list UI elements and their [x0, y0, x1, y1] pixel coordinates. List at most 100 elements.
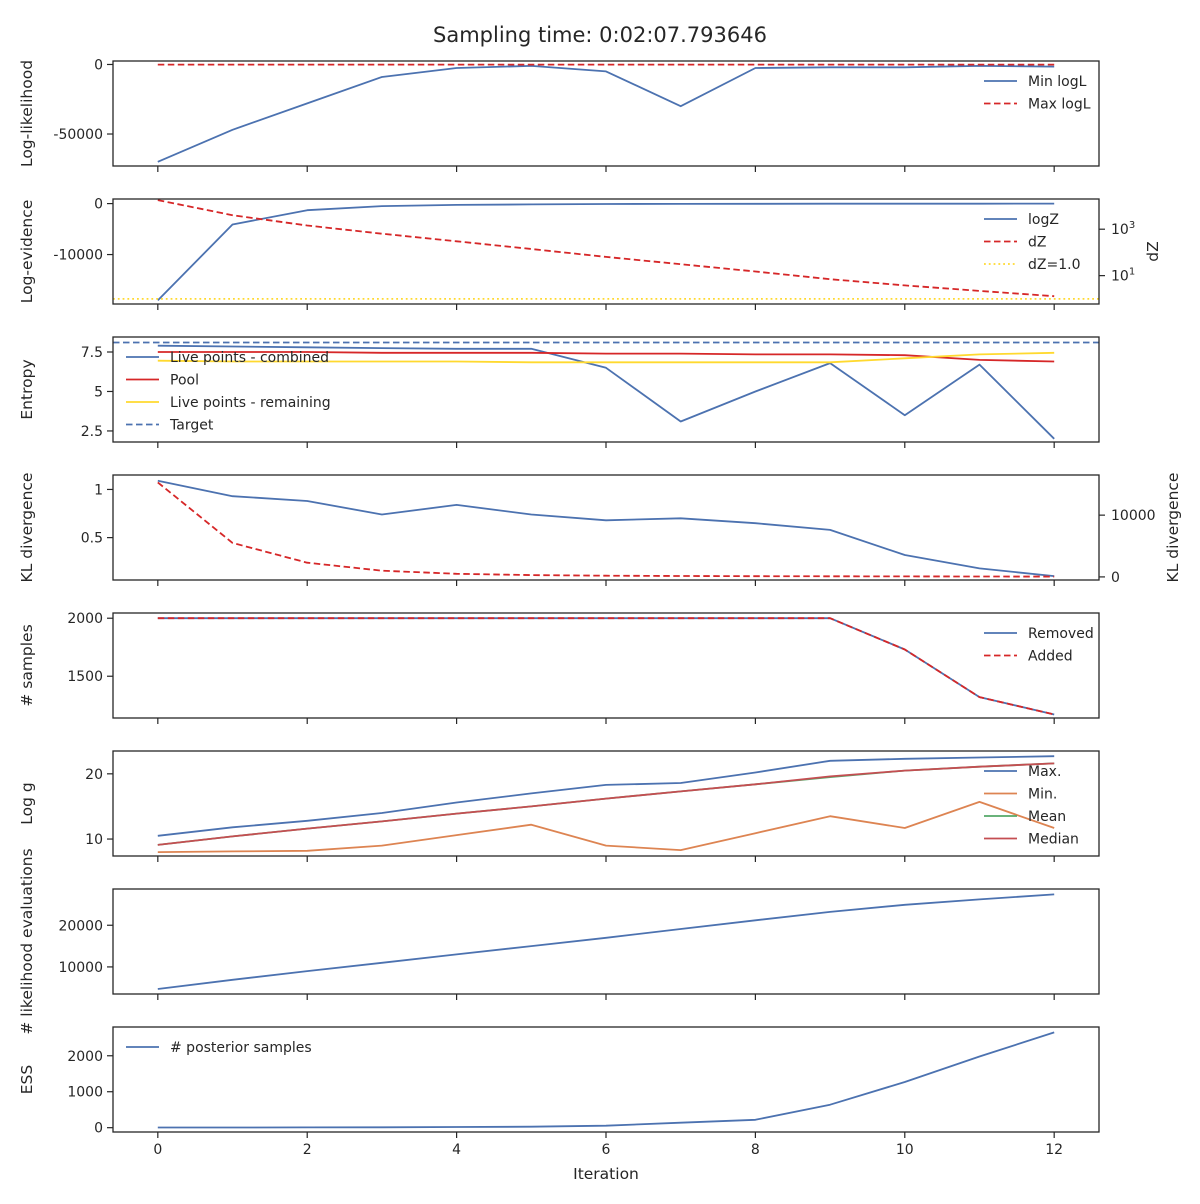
series-group: [157, 755, 1055, 853]
legend-label: Min.: [1028, 787, 1057, 803]
y-tick-label: 0: [94, 197, 103, 213]
series-line-1: [157, 1031, 1055, 1129]
y-axis-label: KL divergence: [18, 473, 36, 583]
legend: Removed Added: [984, 626, 1094, 665]
series-line-2: [157, 481, 1055, 578]
panel-8: 0 2 4 6 8 10 12 2000 1000 0 ESS # posterior samples: [18, 1026, 1100, 1158]
series-line-2: [157, 199, 1055, 298]
x-tick-label: 2: [303, 1142, 312, 1158]
y-axis-label: # likelihood evaluations: [18, 848, 36, 1034]
y-tick-label: 1500: [67, 669, 103, 685]
axes-frame: [112, 750, 1100, 857]
legend-label: Min logL: [1028, 74, 1087, 90]
y-tick-label: 1: [94, 482, 103, 498]
legend-label: Live points - remaining: [170, 395, 331, 411]
y-tick-label: 0: [94, 1121, 103, 1137]
y2-tick-label: 10000: [1111, 508, 1156, 524]
series-line-1: [157, 202, 1055, 302]
panel-6: 20 10 Log g Max. Min. Mean Median: [18, 750, 1100, 862]
series-group: [157, 893, 1055, 990]
y-tick-label: 10: [85, 832, 103, 848]
y-tick-label: 0: [94, 57, 103, 73]
y-axis-label: Log g: [18, 782, 36, 824]
y2-tick-label: 103: [1111, 220, 1135, 238]
x-tick-label: 6: [602, 1142, 611, 1158]
series-line-2: [157, 801, 1055, 853]
legend-label: Pool: [170, 373, 199, 389]
y2-tick-label: 0: [1111, 570, 1120, 586]
legend-label: dZ=1.0: [1028, 257, 1080, 273]
legend-label: Target: [169, 418, 214, 434]
y2-axis-label: dZ: [1144, 241, 1162, 261]
legend-label: Live points - combined: [170, 350, 329, 366]
panel-2: 0 -10000 103 101 Log-evidence dZ logZ dZ dZ=1.0: [18, 197, 1162, 310]
y-tick-label: 2000: [67, 1049, 103, 1065]
series-line-1: [157, 755, 1055, 837]
legend: # posterior samples: [126, 1040, 312, 1056]
y-tick-label: -50000: [53, 127, 103, 143]
y2-tick-label: 101: [1111, 267, 1135, 285]
x-tick-label: 0: [153, 1142, 162, 1158]
x-tick-label: 10: [896, 1142, 914, 1158]
axes-frame: [112, 474, 1100, 581]
y-tick-label: 20000: [58, 918, 103, 934]
x-tick-label: 4: [452, 1142, 461, 1158]
axes-frame: [112, 612, 1100, 719]
legend-label: Added: [1028, 649, 1073, 665]
series-line-3: [157, 762, 1055, 846]
y-tick-label: -10000: [53, 248, 103, 264]
series-group: [157, 63, 1055, 163]
panel-7: 20000 10000 # likelihood evaluations: [18, 848, 1100, 1035]
y-axis-label: Entropy: [18, 359, 36, 419]
y-tick-label: 1000: [67, 1085, 103, 1101]
legend: Live points - combined Pool Live points - …: [126, 350, 331, 434]
y-tick-label: 20: [85, 767, 103, 783]
legend-label: # posterior samples: [170, 1040, 312, 1056]
legend-label: Max logL: [1028, 97, 1091, 113]
series-line-3: [157, 351, 1055, 364]
series-line-1: [157, 617, 1055, 716]
legend: Min logL Max logL: [984, 74, 1091, 113]
series-group: [157, 479, 1055, 578]
legend-label: Median: [1028, 832, 1079, 848]
y2-axis-label: KL divergence: [1164, 473, 1182, 583]
axes-frame: [112, 888, 1100, 995]
y-tick-label: 2000: [67, 611, 103, 627]
legend-label: Mean: [1028, 809, 1066, 825]
legend-label: logZ: [1028, 212, 1059, 228]
legend: logZ dZ dZ=1.0: [984, 212, 1080, 273]
panel-4: 1 0.5 10000 0 KL divergence KL divergence: [18, 473, 1182, 586]
series-group: [157, 617, 1055, 716]
y-tick-label: 10000: [58, 960, 103, 976]
series-group: [113, 199, 1099, 302]
series-group: [157, 1031, 1055, 1129]
y-tick-label: 0.5: [81, 531, 103, 547]
y-tick-label: 2.5: [81, 424, 103, 440]
legend-label: Removed: [1028, 626, 1094, 642]
series-line-1: [157, 344, 1055, 440]
panel-1: 0 -50000 Log-likelihood Min logL Max logL: [18, 57, 1100, 172]
series-line-1: [157, 479, 1055, 577]
legend-label: dZ: [1028, 235, 1046, 251]
axes-frame: [112, 60, 1100, 167]
axes-frame: [112, 198, 1100, 305]
series-line-1: [157, 65, 1055, 163]
legend: Max. Min. Mean Median: [984, 764, 1079, 848]
y-axis-label: Log-likelihood: [18, 60, 36, 167]
panel-3: 7.5 5 2.5 Entropy Live points - combined Pool…: [18, 336, 1100, 448]
y-tick-label: 5: [94, 384, 103, 400]
y-axis-label: # samples: [18, 624, 36, 706]
series-line-1: [157, 893, 1055, 990]
y-axis-label: ESS: [18, 1065, 36, 1094]
y-tick-label: 7.5: [81, 345, 103, 361]
panel-5: 2000 1500 # samples Removed Added: [18, 611, 1100, 724]
series-line-2: [157, 351, 1055, 363]
x-axis-label: Iteration: [573, 1165, 639, 1183]
figure-title: Sampling time: 0:02:07.793646: [433, 23, 767, 47]
series-line-2: [157, 617, 1055, 716]
x-tick-label: 12: [1045, 1142, 1063, 1158]
series-group: [113, 341, 1099, 440]
legend-label: Max.: [1028, 764, 1061, 780]
